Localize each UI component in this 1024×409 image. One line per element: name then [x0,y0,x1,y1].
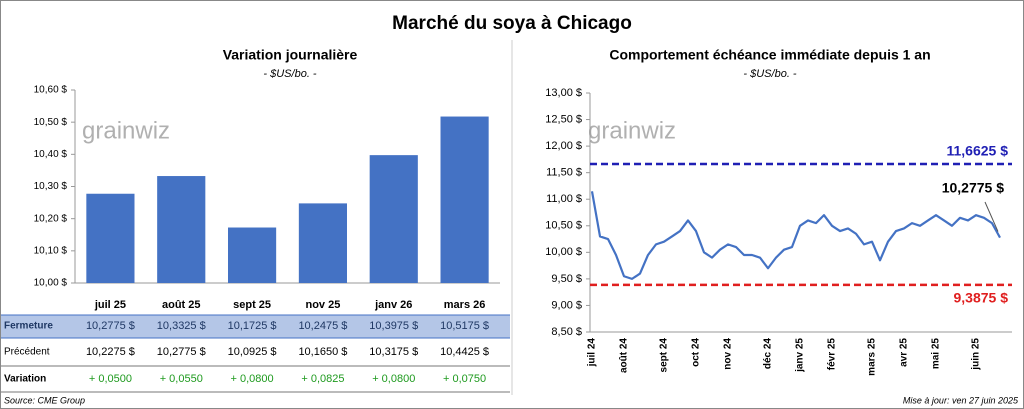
table-cell: 10,2775 $ [86,320,135,332]
y-tick-label: 10,00 $ [34,278,68,289]
x-tick-label: sept 25 [233,299,271,311]
table-cell: 10,3325 $ [157,320,206,332]
x-tick-label: août 24 [619,338,630,373]
x-tick-label: juin 25 [971,338,982,371]
price-line [590,191,1001,280]
y-tick-label: 10,40 $ [34,149,68,160]
x-tick-label: nov 24 [723,338,734,370]
table-cell: 10,2775 $ [157,346,206,358]
y-tick-label: 11,00 $ [546,193,582,205]
watermark: grainwiz [82,117,170,144]
x-tick-label: mars 25 [867,338,878,376]
row-label: Variation [4,374,46,385]
x-tick-label: janv 25 [795,338,806,373]
x-tick-label: oct 24 [691,338,702,367]
table-cell: 10,1650 $ [298,346,347,358]
chart-subtitle: - $US/bo. - [263,68,317,80]
bar [440,116,489,283]
x-tick-label: sept 24 [659,338,670,373]
watermark: grainwiz [588,117,676,144]
y-tick-label: 10,50 $ [545,220,582,232]
bar [86,193,135,283]
table-cell: + 0,0800 [372,373,415,385]
table-cell: 10,2275 $ [86,346,135,358]
page-title: Marché du soya à Chicago [392,13,632,34]
reference-label: 11,6625 $ [946,143,1008,159]
source: Source: CME Group [4,395,85,405]
row-label: Précédent [4,347,50,358]
chart-subtitle: - $US/bo. - [743,68,797,80]
x-tick-label: déc 24 [763,338,774,370]
x-tick-label: mars 26 [444,299,486,311]
x-tick-label: nov 25 [305,299,340,311]
table-header-bg [1,315,510,338]
annotation: 10,2775 $ [942,180,1004,196]
reference-label: 9,3875 $ [954,290,1009,306]
x-tick-label: août 25 [162,299,201,311]
table-cell: 10,5175 $ [440,320,489,332]
y-tick-label: 13,00 $ [545,87,582,99]
y-tick-label: 9,00 $ [551,299,582,311]
x-tick-label: janv 26 [374,299,412,311]
y-tick-label: 10,00 $ [545,246,582,258]
table-cell: + 0,0550 [160,373,203,385]
annotation-arrow [984,201,999,232]
chart-title: Comportement échéance immédiate depuis 1… [609,47,930,63]
table-cell: 10,4425 $ [440,346,489,358]
bar [298,203,347,283]
y-tick-label: 12,00 $ [545,140,582,152]
table-cell: 10,3175 $ [369,346,418,358]
table-cell: + 0,0500 [89,373,132,385]
table-cell: + 0,0825 [301,373,344,385]
table-cell: 10,3975 $ [369,320,418,332]
row-label: Fermeture [4,321,53,332]
bar [369,155,418,283]
y-tick-label: 10,60 $ [34,85,68,96]
table-cell: 10,0925 $ [228,346,277,358]
table-cell: + 0,0800 [231,373,274,385]
table-cell: + 0,0750 [443,373,486,385]
y-tick-label: 8,50 $ [551,326,582,338]
x-tick-label: avr 25 [899,338,910,367]
x-tick-label: févr 25 [827,338,838,371]
bar [157,176,206,283]
x-tick-label: juil 24 [587,338,598,368]
y-tick-label: 11,50 $ [546,167,582,179]
x-tick-label: mai 25 [931,338,942,370]
table-cell: 10,2475 $ [298,320,347,332]
y-tick-label: 10,50 $ [34,117,68,128]
chart-title: Variation journalière [223,47,358,63]
y-tick-label: 9,50 $ [551,273,582,285]
x-tick-label: juil 25 [94,299,126,311]
updated: Mise à jour: ven 27 juin 2025 [903,395,1019,405]
y-tick-label: 10,20 $ [34,213,68,224]
table-cell: 10,1725 $ [228,320,277,332]
bar [228,227,277,283]
y-tick-label: 10,30 $ [34,181,68,192]
y-tick-label: 12,50 $ [545,113,582,125]
y-tick-label: 10,10 $ [34,245,68,256]
